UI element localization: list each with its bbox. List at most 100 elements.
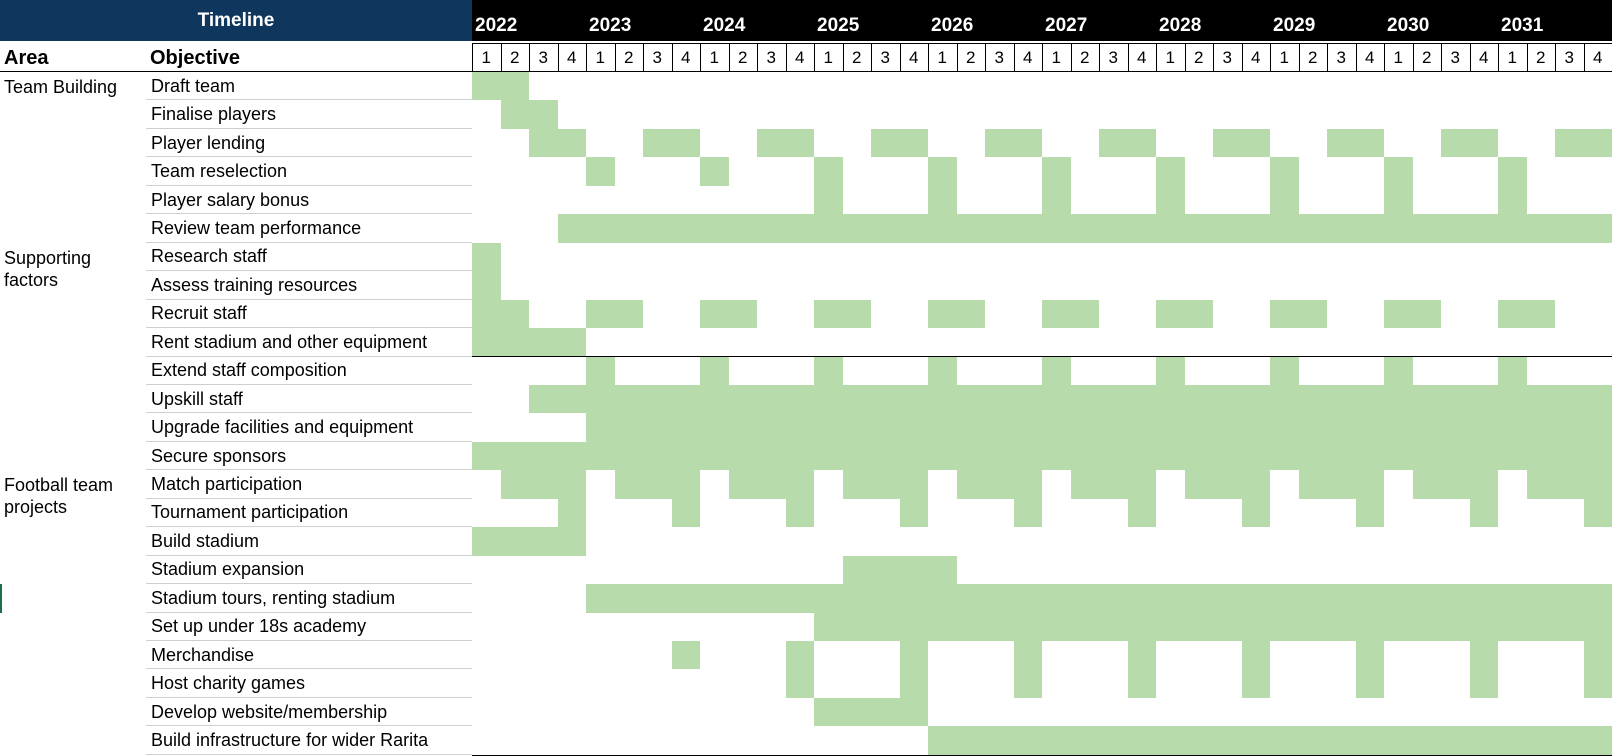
gantt-cell-empty[interactable] [1384, 271, 1414, 301]
quarter-header-cell[interactable]: 4 [1355, 44, 1385, 72]
gantt-cell-filled[interactable] [1441, 612, 1471, 642]
gantt-cell-empty[interactable] [500, 356, 530, 386]
gantt-cell-empty[interactable] [472, 214, 502, 244]
gantt-cell-empty[interactable] [1469, 356, 1499, 386]
gantt-cell-empty[interactable] [614, 669, 644, 699]
gantt-cell-empty[interactable] [1355, 527, 1385, 557]
quarter-header-cell[interactable]: 3 [643, 44, 673, 72]
gantt-cell-filled[interactable] [985, 470, 1015, 500]
gantt-cell-empty[interactable] [1270, 328, 1300, 358]
gantt-cell-filled[interactable] [1469, 641, 1499, 671]
gantt-cell-empty[interactable] [1327, 356, 1357, 386]
gantt-cell-empty[interactable] [1070, 356, 1100, 386]
gantt-cell-empty[interactable] [956, 271, 986, 301]
gantt-cell-empty[interactable] [1469, 72, 1499, 102]
gantt-cell-filled[interactable] [1241, 214, 1271, 244]
gantt-cell-empty[interactable] [500, 384, 530, 415]
gantt-cell-empty[interactable] [1555, 100, 1585, 130]
gantt-cell-empty[interactable] [1555, 72, 1585, 102]
gantt-cell-filled[interactable] [1156, 185, 1186, 216]
gantt-cell-filled[interactable] [1298, 470, 1328, 500]
gantt-cell-filled[interactable] [1298, 384, 1328, 415]
gantt-cell-empty[interactable] [1526, 100, 1556, 130]
quarter-header-cell[interactable]: 3 [529, 44, 559, 72]
gantt-cell-filled[interactable] [1099, 128, 1129, 159]
gantt-cell-filled[interactable] [586, 413, 616, 443]
gantt-cell-filled[interactable] [586, 441, 616, 472]
gantt-cell-empty[interactable] [586, 697, 616, 728]
gantt-cell-filled[interactable] [1070, 441, 1100, 472]
gantt-cell-empty[interactable] [586, 100, 616, 130]
gantt-cell-filled[interactable] [871, 697, 901, 728]
gantt-cell-empty[interactable] [985, 555, 1015, 586]
objective-label[interactable]: Upskill staff [151, 388, 243, 409]
gantt-cell-filled[interactable] [956, 584, 986, 614]
gantt-cell-empty[interactable] [1412, 669, 1442, 699]
gantt-cell-filled[interactable] [956, 299, 986, 330]
gantt-cell-filled[interactable] [728, 384, 758, 415]
gantt-cell-filled[interactable] [1469, 214, 1499, 244]
gantt-cell-empty[interactable] [956, 697, 986, 728]
gantt-cell-filled[interactable] [1498, 214, 1528, 244]
gantt-cell-filled[interactable] [1384, 299, 1414, 330]
gantt-cell-empty[interactable] [1412, 271, 1442, 301]
gantt-cell-filled[interactable] [1498, 384, 1528, 415]
gantt-cell-empty[interactable] [1270, 100, 1300, 130]
gantt-cell-empty[interactable] [1583, 157, 1612, 187]
gantt-cell-filled[interactable] [1013, 498, 1043, 529]
gantt-cell-filled[interactable] [985, 584, 1015, 614]
gantt-cell-filled[interactable] [985, 726, 1015, 756]
gantt-cell-filled[interactable] [700, 413, 730, 443]
gantt-cell-filled[interactable] [1213, 470, 1243, 500]
gantt-cell-empty[interactable] [614, 128, 644, 159]
gantt-cell-filled[interactable] [1384, 413, 1414, 443]
gantt-cell-empty[interactable] [643, 356, 673, 386]
quarter-header-cell[interactable]: 2 [1298, 44, 1328, 72]
gantt-cell-empty[interactable] [557, 100, 587, 130]
gantt-cell-empty[interactable] [956, 157, 986, 187]
gantt-cell-empty[interactable] [557, 669, 587, 699]
gantt-cell-empty[interactable] [1270, 242, 1300, 273]
gantt-cell-empty[interactable] [671, 612, 701, 642]
gantt-cell-empty[interactable] [643, 100, 673, 130]
gantt-cell-empty[interactable] [1241, 72, 1271, 102]
gantt-cell-empty[interactable] [757, 72, 787, 102]
gantt-cell-filled[interactable] [1298, 612, 1328, 642]
gantt-cell-empty[interactable] [1441, 697, 1471, 728]
gantt-cell-filled[interactable] [1469, 470, 1499, 500]
gantt-cell-empty[interactable] [643, 726, 673, 756]
gantt-cell-empty[interactable] [757, 527, 787, 557]
gantt-cell-filled[interactable] [1156, 299, 1186, 330]
gantt-cell-empty[interactable] [1441, 669, 1471, 699]
gantt-cell-empty[interactable] [1156, 271, 1186, 301]
gantt-cell-empty[interactable] [814, 641, 844, 671]
gantt-cell-empty[interactable] [1355, 697, 1385, 728]
objective-label[interactable]: Secure sponsors [151, 445, 287, 466]
gantt-cell-filled[interactable] [1070, 470, 1100, 500]
gantt-cell-filled[interactable] [529, 441, 559, 472]
gantt-cell-empty[interactable] [728, 726, 758, 756]
gantt-cell-filled[interactable] [1498, 413, 1528, 443]
gantt-cell-empty[interactable] [1327, 641, 1357, 671]
gantt-cell-filled[interactable] [1441, 128, 1471, 159]
gantt-cell-empty[interactable] [1327, 72, 1357, 102]
gantt-cell-empty[interactable] [671, 328, 701, 358]
gantt-cell-empty[interactable] [899, 527, 929, 557]
quarter-header-cell[interactable]: 2 [1526, 44, 1556, 72]
gantt-cell-filled[interactable] [1127, 441, 1157, 472]
gantt-cell-filled[interactable] [586, 214, 616, 244]
gantt-cell-filled[interactable] [1384, 356, 1414, 386]
gantt-cell-empty[interactable] [1526, 72, 1556, 102]
gantt-cell-filled[interactable] [1156, 157, 1186, 187]
gantt-cell-empty[interactable] [1270, 555, 1300, 586]
gantt-cell-empty[interactable] [956, 72, 986, 102]
gantt-cell-filled[interactable] [956, 384, 986, 415]
gantt-cell-empty[interactable] [871, 299, 901, 330]
gantt-cell-filled[interactable] [614, 214, 644, 244]
gantt-cell-empty[interactable] [1270, 498, 1300, 529]
gantt-cell-filled[interactable] [1184, 441, 1214, 472]
objective-label[interactable]: Stadium tours, renting stadium [151, 587, 396, 608]
gantt-cell-empty[interactable] [472, 384, 502, 415]
gantt-cell-empty[interactable] [785, 100, 815, 130]
gantt-cell-empty[interactable] [1241, 697, 1271, 728]
